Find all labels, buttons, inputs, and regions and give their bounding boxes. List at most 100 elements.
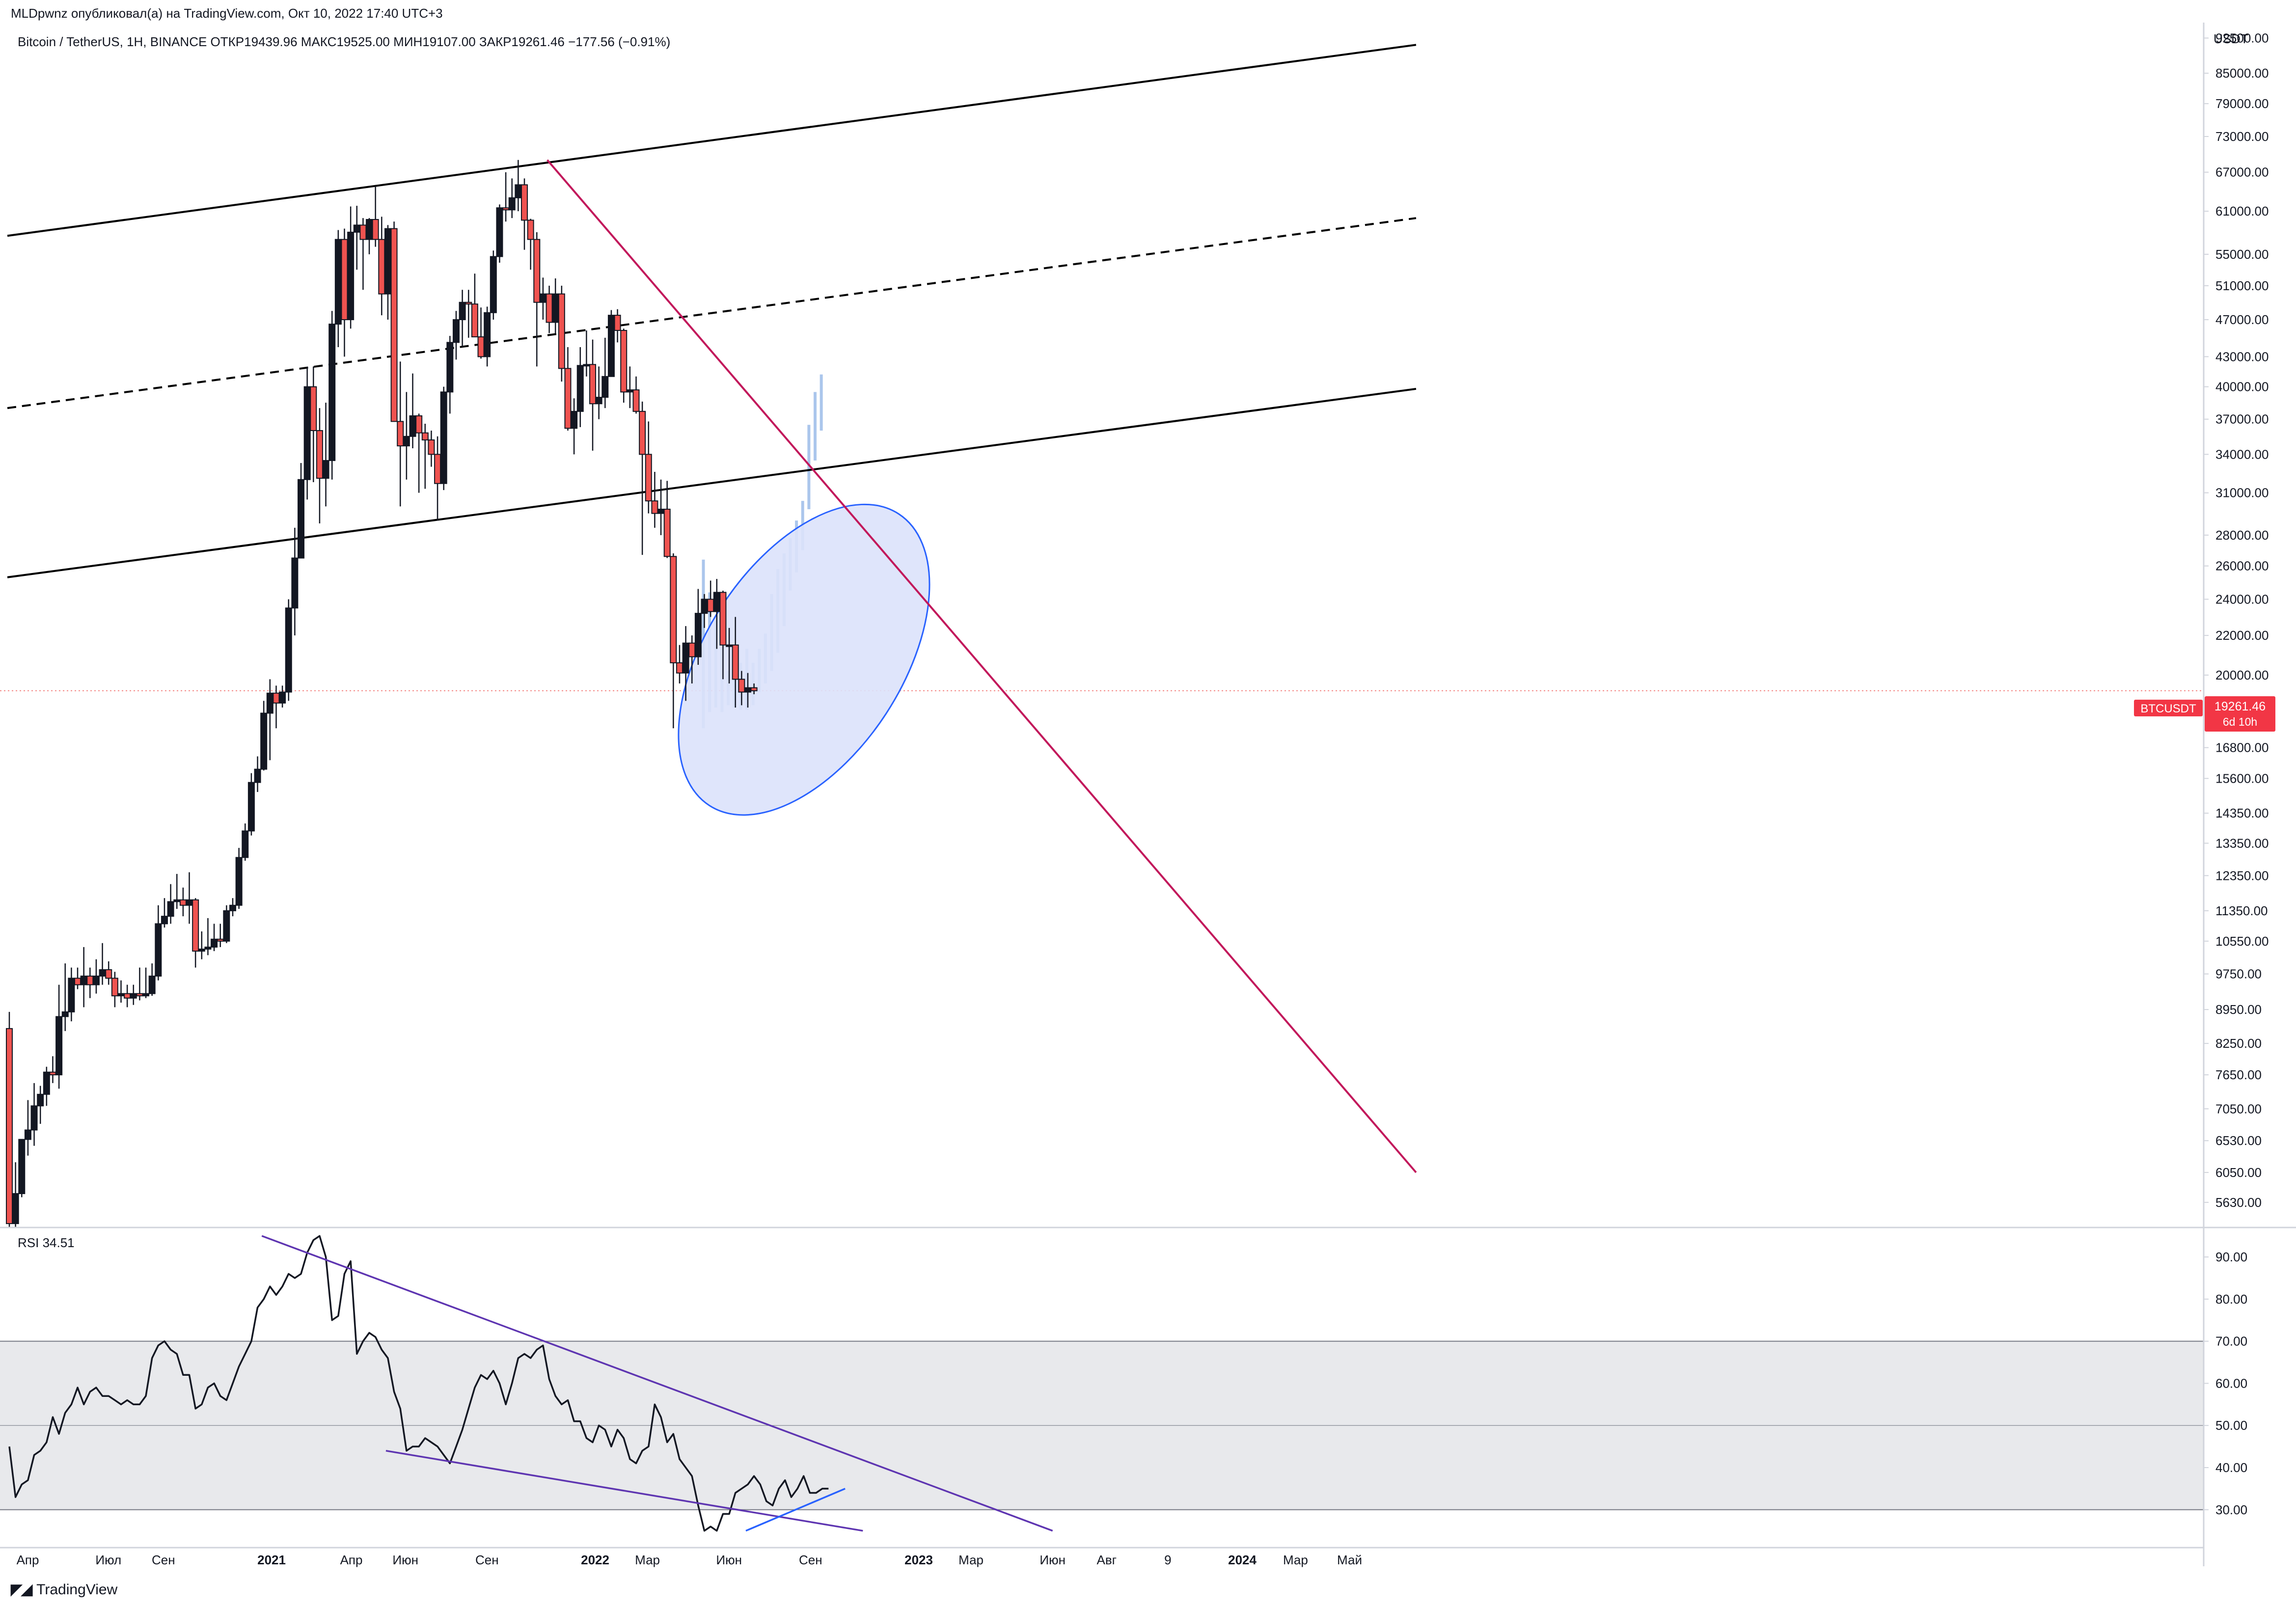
price-tick-label: 6050.00	[2215, 1165, 2262, 1180]
tradingview-logo[interactable]: ◤◢ TradingView	[11, 1581, 117, 1598]
candle-body	[701, 599, 708, 614]
price-tick-label: 79000.00	[2215, 96, 2269, 111]
time-axis[interactable]: Апр Июл Сен 2021 Апр Июн Сен 2022 Мар Июн Сен 2023 М…	[17, 1553, 1362, 1567]
candle-up	[211, 924, 218, 952]
candle-body	[620, 329, 628, 393]
price-tick-label: 73000.00	[2215, 129, 2269, 144]
rsi-hidden-div-line[interactable]	[745, 1488, 846, 1532]
candle-up	[539, 277, 547, 320]
candle-body	[576, 365, 584, 412]
channel-bottom-line[interactable]	[7, 387, 1417, 578]
candle-down	[651, 471, 658, 528]
candle-down	[589, 339, 597, 451]
tradingview-brand-text: TradingView	[36, 1581, 118, 1598]
candle-down	[105, 961, 112, 985]
downtrend-line[interactable]	[547, 159, 1417, 1173]
candle-down	[750, 683, 758, 694]
candle-up	[161, 898, 168, 928]
time-tick-label: Июн	[716, 1553, 742, 1567]
rsi-support-line[interactable]	[385, 1449, 863, 1532]
candle-down	[738, 671, 745, 706]
candle-body	[502, 207, 510, 211]
candle-up	[242, 823, 249, 861]
rsi-resistance-line[interactable]	[261, 1235, 1053, 1532]
candle-body	[564, 368, 572, 429]
candle-up	[68, 967, 75, 1022]
candle-up	[291, 527, 299, 636]
candle-up	[694, 589, 702, 665]
price-tick-label: 11350.00	[2215, 903, 2268, 918]
candle-up	[148, 963, 156, 996]
candle-body	[490, 256, 497, 313]
candle-body	[384, 228, 391, 295]
candle-down	[465, 290, 472, 338]
price-tick-label: 10550.00	[2215, 934, 2269, 949]
price-tick-label: 40000.00	[2215, 380, 2269, 394]
candle-up	[223, 905, 230, 943]
candle-down	[316, 408, 323, 523]
rsi-pane[interactable]	[0, 1235, 2204, 1532]
candle-up	[204, 918, 212, 955]
candle-body	[74, 978, 82, 985]
candle-up	[30, 1083, 38, 1146]
channel-top-line[interactable]	[7, 44, 1417, 237]
candle-body	[86, 975, 94, 985]
candle-down	[707, 580, 714, 617]
candle-up	[254, 756, 261, 792]
candle-up	[347, 206, 355, 329]
candle-body	[353, 224, 360, 233]
candle-body	[173, 899, 181, 902]
candle-body	[508, 197, 516, 211]
price-tick-label: 15600.00	[2215, 771, 2269, 786]
price-tick-label: 13350.00	[2215, 836, 2269, 850]
rsi-legend[interactable]: RSI 34.51	[18, 1235, 75, 1250]
time-tick-label: Июн	[392, 1553, 418, 1567]
candle-down	[614, 309, 621, 343]
time-tick-label: Июн	[1039, 1553, 1066, 1567]
candle-body	[397, 421, 404, 447]
candle-down	[732, 617, 739, 708]
candle-body	[484, 312, 491, 357]
candle-down	[663, 481, 671, 558]
candle-body	[347, 231, 355, 321]
candle-body	[552, 293, 559, 323]
candle-body	[142, 993, 150, 997]
channel-mid-line[interactable]	[7, 217, 1417, 409]
price-axis[interactable]: 92500.00 85000.00 79000.00 73000.00 67000.00…	[2204, 30, 2269, 1210]
candle-body	[167, 901, 174, 917]
candle-down	[372, 186, 379, 247]
price-badge-value: 19261.46	[2214, 700, 2266, 713]
candle-body	[80, 975, 87, 985]
price-tick-label: 8250.00	[2215, 1036, 2262, 1051]
candle-up	[92, 959, 100, 994]
candle-body	[607, 315, 615, 377]
tradingview-logo-icon: ◤◢	[11, 1582, 32, 1598]
price-tick-label: 16800.00	[2215, 740, 2269, 755]
rsi-line[interactable]	[8, 1235, 829, 1532]
candle-body	[217, 938, 224, 942]
price-tick-label: 14350.00	[2215, 806, 2269, 820]
candle-up	[298, 463, 305, 559]
candle-up	[43, 1066, 50, 1106]
price-tick-label: 7650.00	[2215, 1067, 2262, 1082]
candle-body	[105, 969, 112, 979]
candle-up	[353, 206, 360, 270]
candle-body	[589, 364, 597, 405]
rsi-tick-label: 40.00	[2215, 1460, 2247, 1475]
rsi-axis[interactable]: 90.00 80.00 70.00 60.00 50.00 40.00 30.00	[2204, 1250, 2247, 1517]
candle-body	[334, 239, 342, 325]
candle-body	[713, 592, 720, 612]
candle-body	[155, 923, 162, 977]
candle-down	[620, 328, 628, 403]
candle-body	[738, 679, 745, 693]
symbol-info-line[interactable]: Bitcoin / TetherUS, 1H, BINANCE ОТКР1943…	[18, 34, 670, 49]
price-pane[interactable]	[0, 44, 2204, 1366]
candle-body	[415, 415, 423, 434]
candle-up	[18, 1139, 26, 1198]
candle-body	[204, 946, 212, 950]
price-tick-label: 7050.00	[2215, 1101, 2262, 1116]
candle-body	[682, 642, 689, 674]
candle-down	[397, 361, 404, 507]
